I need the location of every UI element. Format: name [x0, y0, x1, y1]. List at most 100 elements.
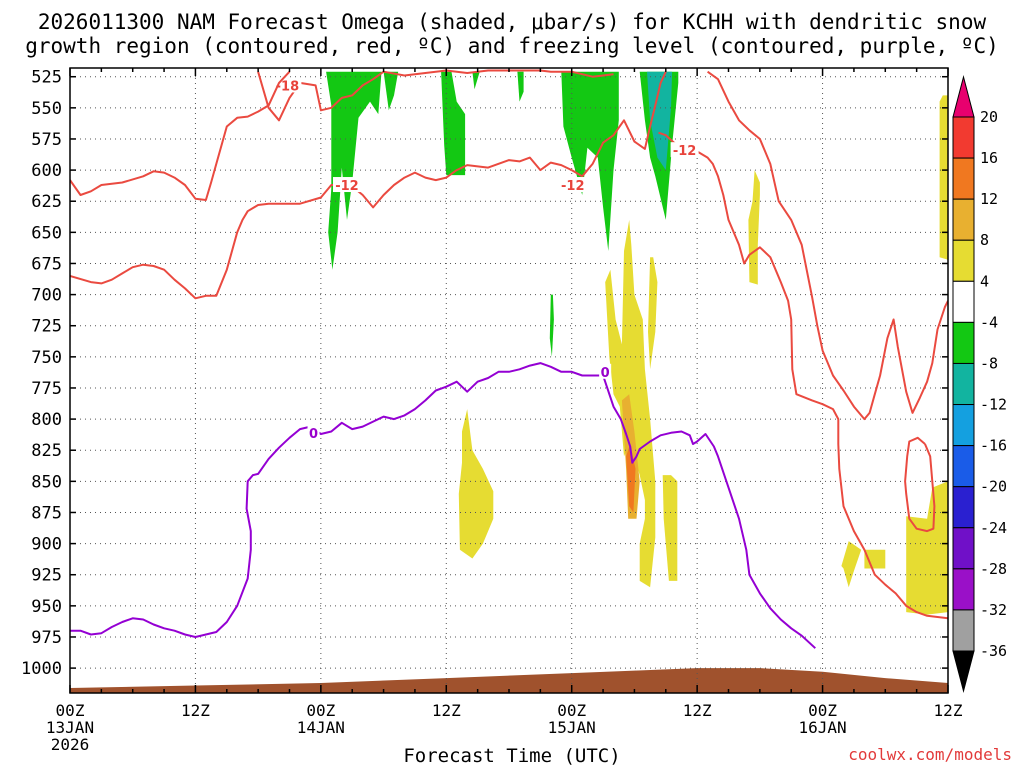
temperature-contour-layer: -18 -12 -12 -12: [70, 69, 948, 620]
chart-title-line-1: 2026011300 NAM Forecast Omega (shaded, μ…: [37, 10, 987, 34]
colorbar-label: -24: [980, 519, 1007, 537]
omega-area-4: [561, 71, 619, 251]
x-tick-label: 12Z: [934, 701, 963, 720]
omega-area-7: [472, 71, 480, 90]
y-tick-label: 875: [31, 503, 62, 523]
y-tick-label: 600: [31, 161, 62, 181]
y-tick-label: 750: [31, 348, 62, 368]
x-axis-title: Forecast Time (UTC): [403, 745, 621, 767]
y-tick-label: 650: [31, 223, 62, 243]
omega-area-2: [441, 71, 466, 176]
temp-contour-5: [707, 70, 948, 421]
grid-layer: [70, 68, 948, 693]
axis-labels-layer: 525 550 575 600 625 650 675 700 725 750 775 800 825 8…: [21, 68, 963, 754]
colorbar-bottom-triangle: [952, 650, 975, 693]
y-tick-label: 725: [31, 317, 62, 337]
colorbar-label: -20: [980, 478, 1007, 496]
omega-shading-layer: [326, 71, 948, 615]
colorbar-bin: [952, 568, 975, 611]
y-tick-label: 1000: [21, 659, 62, 679]
y-tick-label: 850: [31, 472, 62, 492]
freezing-label-bg: [599, 363, 612, 379]
x-tick-label: 00Z: [306, 701, 335, 720]
y-tick-label: 900: [31, 535, 62, 555]
colorbar-label: -36: [980, 642, 1007, 660]
y-tick-label: 675: [31, 254, 62, 274]
omega-area-11: [648, 257, 658, 370]
colorbar-label: -16: [980, 437, 1007, 455]
temp-contour-3: [571, 71, 667, 178]
temp-contour-6: [904, 436, 936, 533]
y-tick-label: 825: [31, 441, 62, 461]
y-tick-label: 525: [31, 68, 62, 88]
colorbar-label: 8: [980, 231, 989, 249]
omega-area-8: [549, 294, 554, 357]
omega-area-9: [458, 409, 494, 559]
temp-contour-label: -18: [276, 79, 300, 94]
colorbar-bin: [952, 609, 975, 652]
x-tick-label: 12Z: [432, 701, 461, 720]
freezing-level-layer: 00: [70, 362, 816, 649]
omega-area-16: [841, 541, 862, 588]
y-tick-label: 550: [31, 99, 62, 119]
temp-contour-label-bg: [558, 177, 587, 193]
colorbar-label: -28: [980, 560, 1007, 578]
x-tick-label: 00Z: [56, 701, 85, 720]
temp-contour-4: [658, 131, 948, 620]
omega-area-3: [517, 71, 524, 102]
colorbar-bin: [952, 198, 975, 241]
colorbar-bin: [952, 157, 975, 200]
colorbar-bin: [952, 486, 975, 529]
colorbar-bin: [952, 116, 975, 159]
omega-area-19: [939, 95, 948, 260]
credit-text[interactable]: coolwx.com/models: [848, 745, 1012, 764]
plot-frame: [69, 67, 949, 694]
terrain-fill: [70, 668, 948, 693]
omega-area-12: [662, 475, 678, 581]
colorbar-label: -4: [980, 313, 998, 331]
colorbar-bin: [952, 445, 975, 488]
colorbar-bin: [952, 527, 975, 570]
omega-area-1: [383, 71, 399, 111]
temp-contour-label-bg: [332, 177, 361, 193]
x-tick-label: 12Z: [683, 701, 712, 720]
omega-area-6: [647, 71, 673, 171]
temp-contour-label: -12: [335, 179, 359, 194]
terrain-layer: [70, 668, 948, 693]
x-tick-label: 00Z: [557, 701, 586, 720]
temp-contour-1: [70, 71, 291, 201]
chart-title-line-2: growth region (contoured, red, ºC) and f…: [25, 34, 999, 58]
freezing-level-contour-0: [70, 362, 816, 649]
colorbar-label: 16: [980, 149, 998, 167]
x-tick-label: 15JAN: [548, 718, 596, 737]
y-tick-label: 700: [31, 286, 62, 306]
colorbar-label: 20: [980, 108, 998, 126]
y-tick-label: 800: [31, 410, 62, 430]
y-tick-label: 625: [31, 192, 62, 212]
colorbar-label: -32: [980, 601, 1007, 619]
colorbar-bin: [952, 280, 975, 323]
y-tick-label: 975: [31, 628, 62, 648]
colorbar-label: -12: [980, 396, 1007, 414]
plot-border: [69, 67, 949, 694]
freezing-label-bg: [307, 424, 320, 440]
colorbar-bin: [952, 404, 975, 447]
colorbar-label: 4: [980, 272, 989, 290]
colorbar-bin: [952, 321, 975, 364]
omega-area-18: [906, 481, 948, 615]
x-tick-label: 16JAN: [798, 718, 846, 737]
freezing-contour-label: 0: [309, 427, 318, 442]
temp-contour-0: [257, 69, 614, 122]
temp-contour-label: -12: [673, 144, 697, 159]
colorbar-top-triangle: [952, 75, 975, 118]
temp-contour-label-bg: [670, 142, 699, 158]
colorbar-bin: [952, 362, 975, 406]
colorbar-bin: [952, 239, 975, 282]
colorbar-label: 12: [980, 190, 998, 208]
x-tick-label: 2026: [51, 735, 90, 754]
y-tick-label: 775: [31, 379, 62, 399]
freezing-contour-label: 0: [601, 366, 610, 381]
x-tick-label: 13JAN: [46, 718, 94, 737]
x-tick-label: 12Z: [181, 701, 210, 720]
